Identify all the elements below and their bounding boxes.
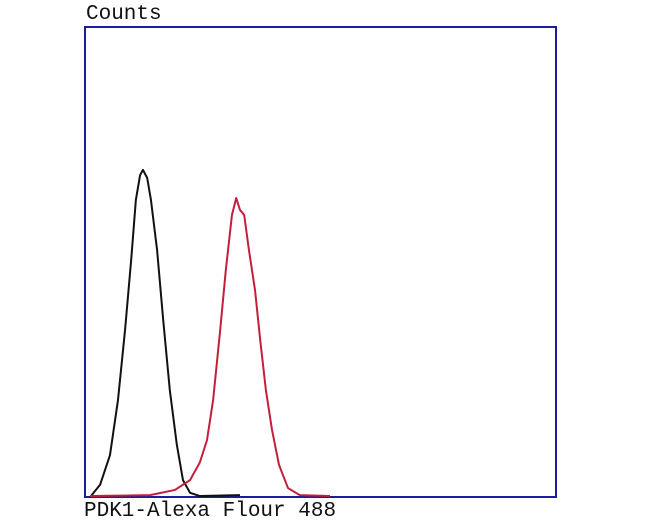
histogram-series-2 (90, 197, 330, 498)
histogram-series-1 (89, 168, 240, 498)
x-axis-label: PDK1-Alexa Flour 488 (84, 500, 337, 523)
plot-frame (84, 26, 557, 498)
y-axis-label: Counts (86, 3, 162, 26)
